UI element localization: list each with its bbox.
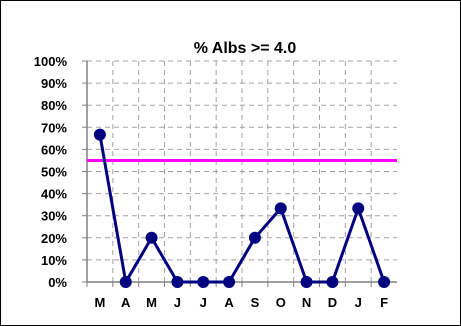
y-tick-label: 20% <box>41 231 67 246</box>
data-point <box>326 276 339 288</box>
data-point <box>93 128 106 141</box>
y-tick-label: 50% <box>41 165 67 180</box>
data-point <box>171 276 184 288</box>
data-point <box>119 276 132 288</box>
y-tick-label: 90% <box>41 76 67 91</box>
x-tick-label: J <box>355 295 362 310</box>
data-point <box>197 276 210 288</box>
series-line <box>98 134 386 284</box>
y-tick-label: 100% <box>34 54 68 69</box>
y-tick-label: 60% <box>41 142 67 157</box>
plot-area: 0%10%20%30%40%50%60%70%80%90%100%M A M J J A S… <box>34 54 397 310</box>
y-tick-label: 10% <box>41 253 67 268</box>
chart-title: % Albs >= 4.0 <box>194 40 297 57</box>
data-point <box>378 276 391 288</box>
x-tick-label: N <box>302 295 311 310</box>
x-tick-label: O <box>276 295 286 310</box>
y-tick-label: 0% <box>48 275 67 290</box>
data-point <box>274 202 287 215</box>
y-tick-label: 30% <box>41 209 67 224</box>
x-tick-label: J <box>174 295 181 310</box>
y-tick-label: 70% <box>41 120 67 135</box>
data-point <box>248 231 261 244</box>
x-tick-label: M <box>94 295 105 310</box>
x-tick-label: A <box>121 295 131 310</box>
x-tick-label: J <box>200 295 207 310</box>
data-point <box>352 202 365 215</box>
y-tick-label: 40% <box>41 187 67 202</box>
y-tick-label: 80% <box>41 98 67 113</box>
data-point <box>223 276 236 288</box>
x-tick-label: F <box>380 295 388 310</box>
x-tick-label: A <box>224 295 234 310</box>
data-point <box>145 231 158 244</box>
x-tick-label: S <box>251 295 260 310</box>
x-tick-label: D <box>328 295 337 310</box>
data-point <box>300 276 313 288</box>
x-tick-label: M <box>146 295 157 310</box>
